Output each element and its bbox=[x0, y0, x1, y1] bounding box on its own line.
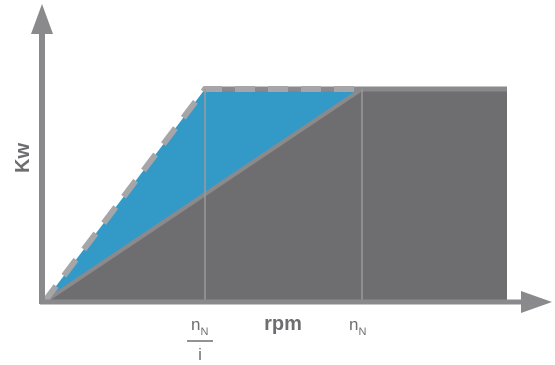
arrow-right-icon bbox=[521, 291, 552, 313]
tick-label-nominal: nN bbox=[349, 315, 366, 338]
tick-nominal-subscript: N bbox=[358, 326, 366, 338]
tick-reduced-denominator: i bbox=[198, 345, 202, 364]
x-axis-title: rpm bbox=[264, 313, 302, 335]
y-axis-title: Kw bbox=[12, 143, 34, 173]
tick-label-reduced: nN i bbox=[187, 315, 213, 364]
arrow-up-icon bbox=[31, 4, 53, 34]
dark-power-area bbox=[44, 89, 507, 302]
svg-text:nN: nN bbox=[191, 315, 208, 338]
base-power-line bbox=[42, 87, 364, 304]
tick-reduced-subscript: N bbox=[200, 326, 208, 338]
tick-nominal-letter: n bbox=[349, 315, 358, 334]
tick-reduced-letter: n bbox=[191, 315, 200, 334]
svg-text:nN: nN bbox=[349, 315, 366, 338]
